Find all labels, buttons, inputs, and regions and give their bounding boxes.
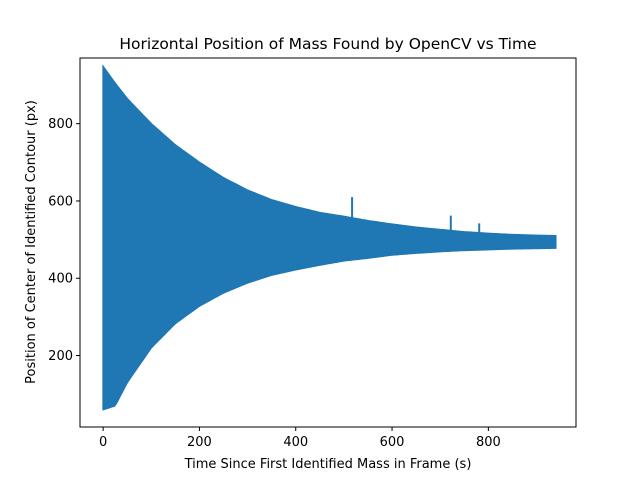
- plot-area: [102, 64, 557, 411]
- x-tick-label: 200: [187, 435, 212, 450]
- y-tick-label: 400: [48, 272, 73, 287]
- axes-frame: [79, 57, 577, 428]
- y-axis-label: Position of Center of Identified Contour…: [24, 100, 39, 384]
- x-tick-label: 0: [99, 435, 107, 450]
- x-axis-label: Time Since First Identified Mass in Fram…: [184, 457, 472, 472]
- x-axis: 0 200 400 600 800: [99, 427, 501, 450]
- y-tick-label: 600: [48, 194, 73, 209]
- chart-title: Horizontal Position of Mass Found by Ope…: [119, 35, 536, 53]
- y-tick-label: 800: [48, 117, 73, 132]
- x-tick-label: 800: [476, 435, 501, 450]
- x-tick-label: 600: [380, 435, 405, 450]
- x-tick-label: 400: [283, 435, 308, 450]
- series-oscillation: [102, 64, 557, 411]
- y-tick-label: 200: [48, 349, 73, 364]
- y-axis: 200 400 600 800: [48, 117, 80, 364]
